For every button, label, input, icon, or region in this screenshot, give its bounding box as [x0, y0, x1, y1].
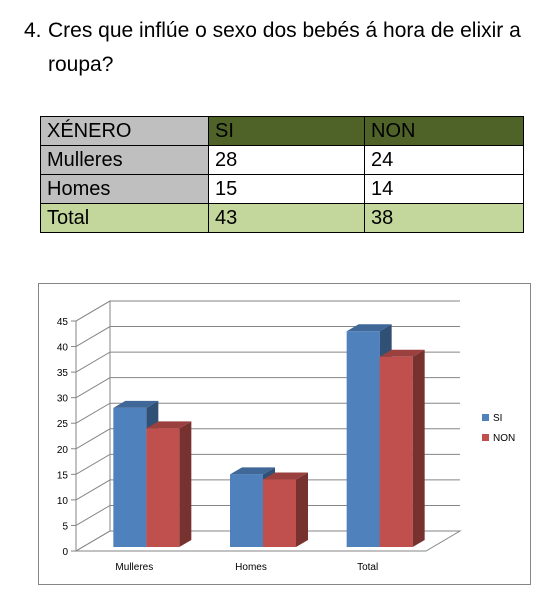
side-wall — [75, 300, 111, 552]
gridline — [75, 351, 460, 373]
y-tick-label: 10 — [57, 496, 69, 507]
table-cell: 15 — [208, 174, 365, 204]
legend-swatch — [482, 434, 489, 441]
table-cell: 14 — [364, 174, 524, 204]
y-tick-label: 15 — [57, 470, 69, 481]
bar-non — [379, 356, 413, 547]
results-table: XÉNERO SI NON Mulleres 28 24 Homes 15 14… — [40, 116, 524, 233]
gridline — [75, 326, 460, 347]
header-cell: XÉNERO — [40, 116, 209, 146]
table-total-row: Total 43 38 — [40, 203, 524, 233]
x-tick-label: Mulleres — [115, 562, 153, 573]
legend-label: NON — [493, 433, 515, 444]
bar-side — [179, 421, 192, 547]
y-tick-label: 35 — [57, 368, 69, 379]
gridline — [75, 428, 460, 450]
bar-top — [263, 472, 308, 480]
y-tick-label: 45 — [57, 317, 69, 328]
table-cell: 43 — [208, 203, 365, 233]
table-cell: 24 — [364, 145, 524, 175]
table-header-row: XÉNERO SI NON — [40, 116, 524, 146]
gridline — [75, 504, 460, 526]
y-tick-label: 5 — [62, 521, 68, 532]
bar-si — [113, 407, 147, 547]
bar-top — [146, 421, 192, 429]
x-tick-label: Total — [357, 562, 378, 573]
gridline — [75, 479, 460, 501]
bar-si — [346, 331, 380, 547]
bar-side — [412, 349, 425, 547]
y-tick-label: 25 — [57, 419, 69, 430]
question-number: 4. — [24, 19, 42, 42]
y-tick-label: 40 — [57, 343, 69, 354]
header-cell: SI — [208, 116, 365, 146]
table-cell: Total — [40, 203, 209, 233]
gridline — [75, 402, 460, 424]
bar-top — [379, 349, 425, 357]
question-text: Cres que inflúe o sexo dos bebés á hora … — [48, 19, 521, 76]
x-tick-label: Homes — [235, 562, 267, 573]
bar-top — [113, 400, 159, 408]
table-cell: Homes — [40, 174, 209, 204]
gridline — [75, 530, 460, 552]
bar-si — [230, 474, 263, 547]
table-row: Homes 15 14 — [40, 174, 524, 204]
gridline — [75, 377, 460, 399]
table-cell: 28 — [208, 145, 365, 175]
legend-label: SI — [493, 413, 502, 424]
y-tick-label: 0 — [62, 547, 68, 558]
table-cell: Mulleres — [40, 145, 209, 175]
bar-chart: 0 5 10 15 20 25 30 35 40 45 Mulleres Homes Total SI NO… — [57, 300, 515, 573]
bar-non — [146, 428, 180, 547]
header-cell: NON — [364, 116, 524, 146]
table-row: Mulleres 28 24 — [40, 145, 524, 175]
bar-non — [263, 479, 296, 547]
table-cell: 38 — [364, 203, 524, 233]
bar-top — [346, 324, 392, 332]
y-tick-label: 30 — [57, 394, 69, 405]
bar-top — [230, 467, 275, 475]
gridline — [75, 453, 460, 475]
gridline — [75, 300, 460, 322]
chart-frame: 0 5 10 15 20 25 30 35 40 45 Mulleres Homes Total SI NO… — [38, 283, 531, 585]
bar-side — [296, 472, 308, 547]
legend-swatch — [482, 414, 489, 421]
question: 4. Cres que inflúe o sexo dos bebés á ho… — [24, 14, 534, 82]
y-tick-label: 20 — [57, 445, 69, 456]
